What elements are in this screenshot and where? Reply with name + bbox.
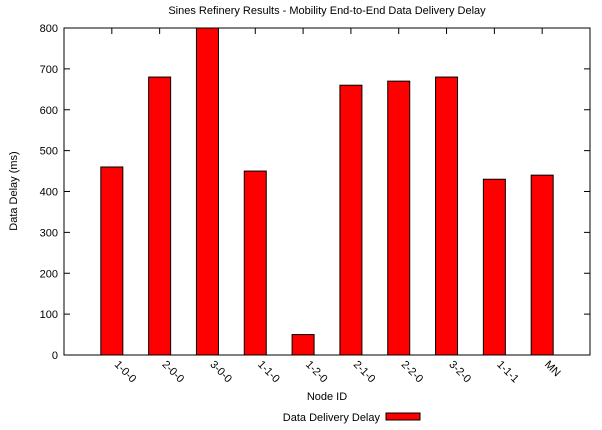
x-tick-label: 1-1-1 bbox=[494, 359, 521, 386]
bar bbox=[148, 76, 172, 356]
x-tick-label: 2-0-0 bbox=[160, 359, 187, 386]
legend-swatch bbox=[385, 412, 421, 421]
x-tick-label: 3-2-0 bbox=[446, 359, 473, 386]
y-tick-label: 600 bbox=[40, 105, 58, 117]
x-tick-label: 1-0-0 bbox=[112, 359, 139, 386]
y-tick-label: 100 bbox=[40, 309, 58, 321]
y-tick-label: 200 bbox=[40, 268, 58, 280]
legend: Data Delivery Delay bbox=[283, 412, 421, 424]
y-axis: 0 100 200 300 400 500 600 700 800 bbox=[40, 23, 590, 362]
y-tick-label: 700 bbox=[40, 64, 58, 76]
plot-area bbox=[63, 27, 591, 356]
bar bbox=[482, 178, 506, 356]
bar bbox=[195, 27, 219, 356]
plot-frame bbox=[63, 27, 591, 356]
x-tick-label: 2-1-0 bbox=[351, 359, 378, 386]
x-tick-label: 2-2-0 bbox=[399, 359, 426, 386]
x-tick-label: 3-0-0 bbox=[207, 359, 234, 386]
bar bbox=[291, 334, 315, 356]
bar bbox=[100, 166, 124, 356]
bar-series bbox=[100, 27, 554, 356]
x-tick-label: MN bbox=[542, 359, 563, 380]
x-axis-label: Node ID bbox=[307, 391, 347, 403]
bar bbox=[243, 170, 267, 356]
x-tick-label: 1-1-0 bbox=[255, 359, 282, 386]
y-tick-label: 500 bbox=[40, 146, 58, 158]
x-tick-label: 1-2-0 bbox=[303, 359, 330, 386]
chart-title: Sines Refinery Results - Mobility End-to… bbox=[168, 5, 486, 17]
y-tick-label: 300 bbox=[40, 227, 58, 239]
legend-label: Data Delivery Delay bbox=[283, 412, 381, 424]
bar bbox=[530, 174, 554, 356]
y-tick-label: 800 bbox=[40, 23, 58, 35]
y-axis-label: Data Delay (ms) bbox=[8, 151, 20, 230]
bar bbox=[435, 76, 459, 356]
bar bbox=[387, 80, 411, 356]
y-tick-label: 0 bbox=[52, 350, 58, 362]
bar bbox=[339, 84, 363, 356]
y-tick-label: 400 bbox=[40, 187, 58, 199]
